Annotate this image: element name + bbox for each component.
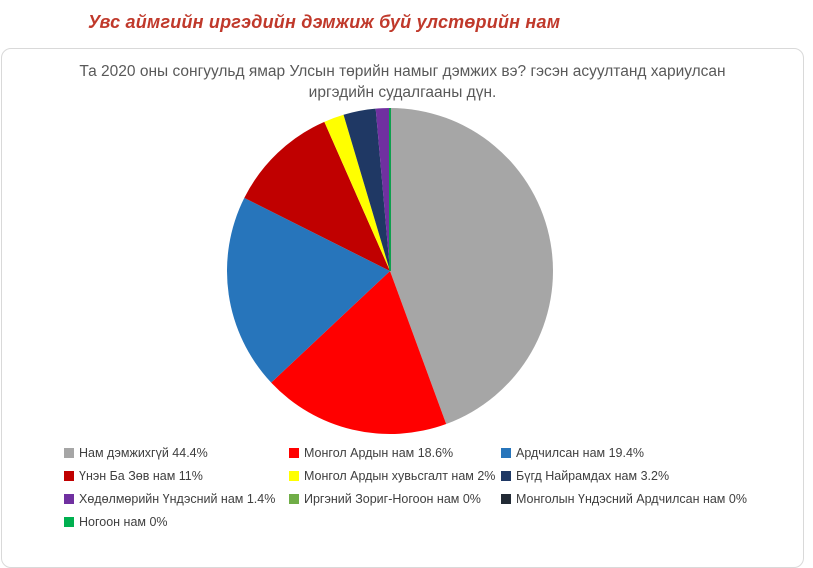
pie-slice-4 [324,114,390,271]
legend-item-8: Монголын Үндэсний Ардчилсан нам 0% [501,492,793,506]
legend-label: Ардчилсан нам 19.4% [516,445,645,460]
legend-item-3: Үнэн Ба Зөв нам 11% [64,469,289,483]
legend-swatch [289,493,299,504]
legend-swatch [64,493,74,504]
legend-swatch [501,447,511,458]
legend-item-5: Бүгд Найрамдах нам 3.2% [501,469,793,483]
legend-swatch [289,447,299,458]
pie-slice-0 [390,108,553,425]
legend-swatch [289,470,299,481]
pie-slice-3 [244,121,390,271]
legend-swatch [501,470,511,481]
legend-label: Үнэн Ба Зөв нам 11% [79,468,203,483]
page-title: Увс аймгийн иргэдийн дэмжиж буй улстөрий… [88,12,561,32]
pie-slice-6 [375,108,390,271]
legend-item-1: Монгол Ардын нам 18.6% [289,446,501,460]
legend-item-7: Иргэний Зориг-Ногоон нам 0% [289,492,501,506]
legend-item-2: Ардчилсан нам 19.4% [501,446,793,460]
pie-slice-5 [343,108,390,271]
pie-chart [220,101,560,441]
legend-swatch [64,447,74,458]
legend-item-9: Ногоон нам 0% [64,515,289,529]
pie-slice-1 [271,271,447,434]
legend-swatch [64,470,74,481]
page: Увс аймгийн иргэдийн дэмжиж буй улстөрий… [1,12,804,568]
chart-legend: Нам дэмжихгүй 44.4% Монгол Ардын нам 18.6… [64,441,793,533]
legend-swatch [64,516,74,527]
legend-label: Бүгд Найрамдах нам 3.2% [516,468,670,483]
legend-label: Нам дэмжихгүй 44.4% [79,445,208,460]
legend-item-6: Хөдөлмөрийн Үндэсний нам 1.4% [64,492,289,506]
legend-label: Монголын Үндэсний Ардчилсан нам 0% [516,491,747,506]
legend-label: Монгол Ардын хувьсгалт нам 2% [304,468,496,483]
legend-label: Монгол Ардын нам 18.6% [304,445,454,460]
pie-slice-2 [226,197,390,383]
legend-label: Иргэний Зориг-Ногоон нам 0% [304,491,481,506]
legend-swatch [501,493,511,504]
pie-chart-svg [226,108,553,434]
legend-item-4: Монгол Ардын хувьсгалт нам 2% [289,469,501,483]
legend-label: Хөдөлмөрийн Үндэсний нам 1.4% [79,491,276,506]
legend-label: Ногоон нам 0% [79,514,168,529]
legend-item-0: Нам дэмжихгүй 44.4% [64,446,289,460]
chart-card: Та 2020 оны сонгуульд ямар Улсын төрийн … [1,48,804,568]
chart-title: Та 2020 оны сонгуульд ямар Улсын төрийн … [79,63,726,101]
